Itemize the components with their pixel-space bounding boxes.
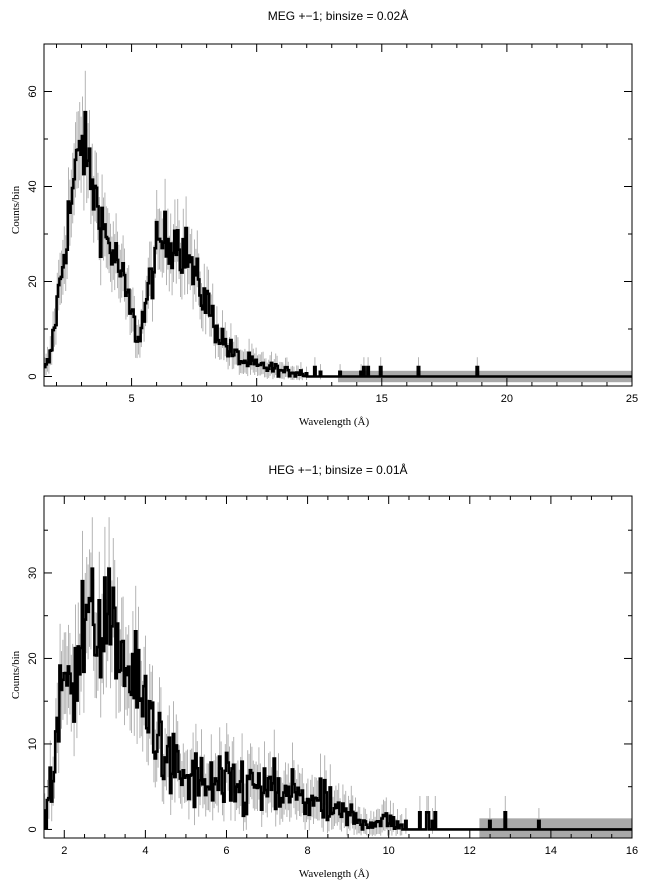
meg-plot-frame — [43, 43, 633, 387]
heg-step-line — [44, 567, 632, 831]
meg-x-tick-label: 10 — [251, 393, 263, 405]
meg-y-axis-label: Counts/bin — [10, 185, 22, 234]
heg-axis-ticks: 2 4 6 8 10 12 14 16 0 10 20 30 — [27, 496, 638, 857]
heg-y-axis-label: Counts/bin — [10, 650, 22, 699]
meg-y-tick-label: 60 — [27, 85, 39, 97]
heg-y-tick-label: 30 — [27, 567, 39, 579]
meg-counts-series — [44, 110, 632, 378]
heg-y-tick-label: 0 — [27, 826, 39, 832]
meg-step-line — [44, 110, 632, 378]
heg-x-tick-label: 16 — [626, 845, 638, 857]
heg-x-tick-label: 10 — [383, 845, 395, 857]
meg-y-tick-label: 0 — [27, 373, 39, 379]
heg-counts-series — [44, 567, 632, 831]
heg-chart-title: HEG +−1; binsize = 0.01Å — [268, 462, 407, 477]
meg-y-tick-label: 20 — [27, 275, 39, 287]
meg-axis-ticks: 5 10 15 20 25 0 20 40 60 — [27, 43, 638, 405]
heg-x-tick-label: 12 — [464, 845, 476, 857]
heg-x-tick-label: 14 — [545, 845, 557, 857]
meg-x-tick-label: 5 — [129, 393, 135, 405]
heg-x-tick-label: 2 — [61, 845, 67, 857]
heg-y-tick-label: 10 — [27, 738, 39, 750]
meg-x-tick-label: 25 — [626, 393, 638, 405]
meg-x-axis-label: Wavelength (Å) — [299, 416, 370, 428]
heg-y-tick-label: 20 — [27, 652, 39, 664]
meg-panel: MEG +−1; binsize = 0.02Å 5 10 15 20 25 0 20 40 6… — [10, 8, 638, 428]
heg-x-tick-label: 8 — [305, 845, 311, 857]
heg-x-axis-label: Wavelength (Å) — [299, 868, 370, 880]
heg-panel: HEG +−1; binsize = 0.01Å 2 4 6 8 10 12 14 16 0 10… — [10, 462, 638, 880]
meg-y-tick-label: 40 — [27, 180, 39, 192]
meg-error-bars — [44, 70, 478, 381]
meg-x-tick-label: 20 — [501, 393, 513, 405]
meg-chart-title: MEG +−1; binsize = 0.02Å — [268, 8, 408, 23]
heg-plot-frame — [43, 495, 633, 839]
meg-x-tick-label: 15 — [376, 393, 388, 405]
heg-x-tick-label: 6 — [223, 845, 229, 857]
heg-x-tick-label: 4 — [142, 845, 148, 857]
